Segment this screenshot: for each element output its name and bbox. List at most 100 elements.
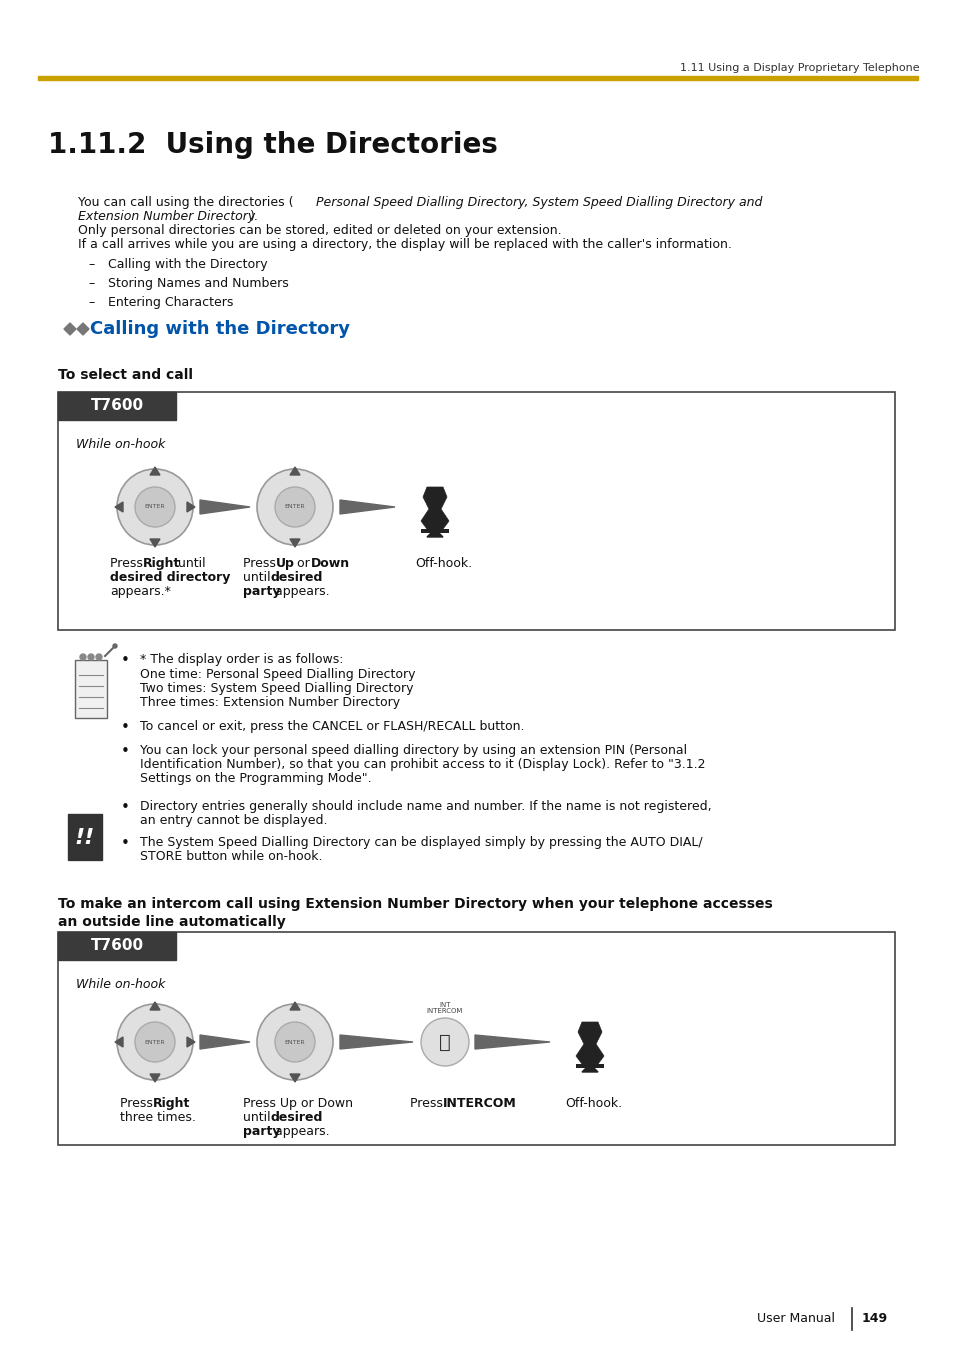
Bar bbox=[58, 392, 175, 420]
Text: Up: Up bbox=[275, 557, 294, 570]
Text: To cancel or exit, press the CANCEL or FLASH/RECALL button.: To cancel or exit, press the CANCEL or F… bbox=[140, 720, 524, 734]
Polygon shape bbox=[150, 1002, 160, 1011]
Text: To select and call: To select and call bbox=[58, 367, 193, 382]
Text: an outside line automatically: an outside line automatically bbox=[58, 915, 286, 929]
Text: 149: 149 bbox=[862, 1313, 887, 1325]
Circle shape bbox=[96, 654, 102, 661]
Text: Calling with the Directory: Calling with the Directory bbox=[90, 320, 350, 338]
Text: You can lock your personal speed dialling directory by using an extension PIN (P: You can lock your personal speed diallin… bbox=[140, 744, 686, 757]
Bar bbox=[68, 815, 102, 861]
Text: Press Up or Down: Press Up or Down bbox=[243, 1097, 353, 1111]
Text: !!: !! bbox=[74, 828, 95, 848]
Bar bbox=[58, 932, 894, 1146]
Text: Two times: System Speed Dialling Directory: Two times: System Speed Dialling Directo… bbox=[140, 682, 413, 694]
Polygon shape bbox=[576, 1021, 603, 1065]
Text: three times.: three times. bbox=[120, 1111, 195, 1124]
Text: Right: Right bbox=[152, 1097, 191, 1111]
Text: appears.: appears. bbox=[271, 1125, 330, 1138]
Text: appears.*: appears.* bbox=[110, 585, 171, 598]
Polygon shape bbox=[77, 323, 89, 335]
Circle shape bbox=[117, 469, 193, 544]
Circle shape bbox=[256, 1004, 333, 1079]
Text: ⏻: ⏻ bbox=[438, 1032, 451, 1051]
Circle shape bbox=[256, 469, 333, 544]
Text: INT: INT bbox=[438, 1002, 450, 1008]
Text: T7600: T7600 bbox=[91, 399, 143, 413]
Polygon shape bbox=[290, 1002, 299, 1011]
Text: ENTER: ENTER bbox=[284, 504, 305, 509]
Text: until: until bbox=[243, 1111, 274, 1124]
Circle shape bbox=[135, 486, 174, 527]
Polygon shape bbox=[290, 539, 299, 547]
Text: While on-hook: While on-hook bbox=[76, 438, 165, 450]
Circle shape bbox=[112, 644, 117, 648]
Text: Right: Right bbox=[143, 557, 180, 570]
Text: While on-hook: While on-hook bbox=[76, 978, 165, 990]
Text: To make an intercom call using Extension Number Directory when your telephone ac: To make an intercom call using Extension… bbox=[58, 897, 772, 911]
Text: appears.: appears. bbox=[271, 585, 330, 598]
Text: Directory entries generally should include name and number. If the name is not r: Directory entries generally should inclu… bbox=[140, 800, 711, 813]
Bar bbox=[576, 1065, 603, 1069]
Polygon shape bbox=[150, 1074, 160, 1082]
Polygon shape bbox=[581, 1065, 598, 1071]
Text: 1.11.2  Using the Directories: 1.11.2 Using the Directories bbox=[48, 131, 497, 159]
Text: Storing Names and Numbers: Storing Names and Numbers bbox=[108, 277, 289, 290]
Text: Press: Press bbox=[243, 557, 279, 570]
Polygon shape bbox=[150, 467, 160, 476]
Polygon shape bbox=[339, 1035, 413, 1048]
Text: desired: desired bbox=[271, 571, 323, 584]
Text: Three times: Extension Number Directory: Three times: Extension Number Directory bbox=[140, 696, 399, 709]
Text: If a call arrives while you are using a directory, the display will be replaced : If a call arrives while you are using a … bbox=[78, 238, 731, 251]
Text: Entering Characters: Entering Characters bbox=[108, 296, 233, 309]
Polygon shape bbox=[200, 500, 250, 513]
Bar bbox=[420, 530, 449, 534]
Polygon shape bbox=[150, 539, 160, 547]
Text: Extension Number Directory: Extension Number Directory bbox=[78, 209, 255, 223]
Text: Off-hook.: Off-hook. bbox=[415, 557, 472, 570]
Polygon shape bbox=[187, 503, 194, 512]
Text: User Manual: User Manual bbox=[757, 1313, 834, 1325]
Text: desired: desired bbox=[271, 1111, 323, 1124]
Text: party: party bbox=[243, 585, 280, 598]
Text: Press: Press bbox=[410, 1097, 446, 1111]
Text: * The display order is as follows:: * The display order is as follows: bbox=[140, 653, 343, 666]
Bar bbox=[58, 392, 894, 630]
Polygon shape bbox=[475, 1035, 550, 1048]
Polygon shape bbox=[115, 503, 123, 512]
Text: Calling with the Directory: Calling with the Directory bbox=[108, 258, 268, 272]
Polygon shape bbox=[290, 1074, 299, 1082]
Text: until: until bbox=[173, 557, 206, 570]
Text: Personal Speed Dialling Directory, System Speed Dialling Directory and: Personal Speed Dialling Directory, Syste… bbox=[315, 196, 761, 209]
Text: Settings on the Programming Mode".: Settings on the Programming Mode". bbox=[140, 771, 372, 785]
Text: •: • bbox=[121, 744, 130, 759]
Text: INTERCOM: INTERCOM bbox=[426, 1008, 463, 1015]
Circle shape bbox=[274, 1021, 314, 1062]
Text: Press: Press bbox=[120, 1097, 156, 1111]
Text: •: • bbox=[121, 836, 130, 851]
Bar bbox=[75, 661, 107, 717]
Polygon shape bbox=[290, 467, 299, 476]
Polygon shape bbox=[200, 1035, 250, 1048]
Text: Only personal directories can be stored, edited or deleted on your extension.: Only personal directories can be stored,… bbox=[78, 224, 561, 236]
Text: –: – bbox=[88, 277, 94, 290]
Text: STORE button while on-hook.: STORE button while on-hook. bbox=[140, 850, 322, 863]
Polygon shape bbox=[420, 486, 449, 530]
Text: Press: Press bbox=[110, 557, 147, 570]
Text: ENTER: ENTER bbox=[284, 1039, 305, 1044]
Text: ENTER: ENTER bbox=[145, 504, 165, 509]
Polygon shape bbox=[427, 530, 442, 536]
Circle shape bbox=[135, 1021, 174, 1062]
Circle shape bbox=[274, 486, 314, 527]
Text: .: . bbox=[497, 1097, 500, 1111]
Bar bbox=[58, 932, 175, 961]
Bar bbox=[68, 862, 102, 870]
Text: •: • bbox=[121, 653, 130, 667]
Text: ).: ). bbox=[250, 209, 258, 223]
Circle shape bbox=[80, 654, 86, 661]
Bar bbox=[38, 76, 917, 80]
Polygon shape bbox=[187, 1038, 194, 1047]
Text: an entry cannot be displayed.: an entry cannot be displayed. bbox=[140, 815, 327, 827]
Text: •: • bbox=[121, 800, 130, 815]
Polygon shape bbox=[64, 323, 76, 335]
Text: until: until bbox=[243, 571, 274, 584]
